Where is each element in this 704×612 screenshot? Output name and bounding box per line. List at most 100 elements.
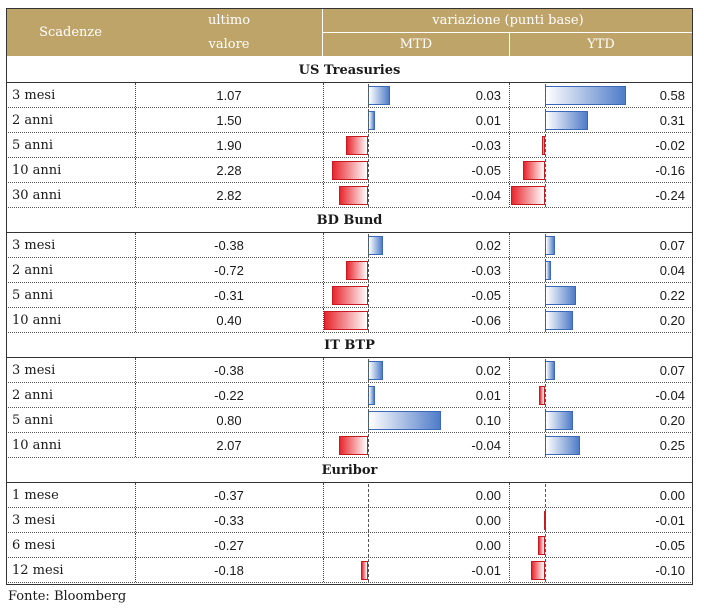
section-header: IT BTP [6, 333, 693, 358]
header-variazione: variazione (punti base) [323, 8, 693, 32]
mtd-value: 0.01 [475, 388, 501, 403]
mtd-value: 0.03 [475, 88, 501, 103]
mtd-value: 0.00 [475, 538, 501, 553]
ytd-value: 0.00 [659, 488, 685, 503]
ytd-value: -0.24 [655, 188, 685, 203]
ytd-value: 0.31 [659, 113, 685, 128]
table-row: 12 mesi -0.18 -0.01 -0.10 [6, 558, 693, 583]
mtd-bar [368, 236, 383, 255]
maturity-label: 10 anni [12, 163, 62, 178]
maturity-label: 3 mesi [12, 238, 56, 253]
last-value: -0.31 [214, 288, 244, 303]
last-value: 2.07 [216, 438, 242, 453]
ytd-bar [545, 311, 573, 330]
rates-table: Scadenze ultimo valore variazione (punti… [6, 8, 693, 585]
mtd-value: 0.00 [475, 513, 501, 528]
mtd-value: -0.04 [471, 438, 501, 453]
mtd-cell: -0.04 [323, 433, 509, 457]
maturity-label: 2 anni [12, 388, 54, 403]
mtd-bar [338, 186, 368, 205]
mtd-value: 0.00 [475, 488, 501, 503]
last-value: 1.50 [216, 113, 242, 128]
ytd-cell: -0.05 [509, 533, 693, 557]
header-mtd: MTD [323, 32, 509, 56]
header-ytd: YTD [509, 32, 693, 56]
ytd-value: -0.05 [655, 538, 685, 553]
maturity-label: 1 mese [12, 488, 59, 503]
mtd-cell: 0.01 [323, 383, 509, 407]
mtd-value: -0.05 [471, 288, 501, 303]
last-value: 1.07 [216, 88, 242, 103]
mtd-bar [368, 386, 376, 405]
table-row: 10 anni 0.40 -0.06 0.20 [6, 308, 693, 333]
ytd-cell: 0.07 [509, 358, 693, 382]
maturity-label: 6 mesi [12, 538, 56, 553]
mtd-bar [368, 111, 376, 130]
table-row: 5 anni 0.80 0.10 0.20 [6, 408, 693, 433]
ytd-value: 0.07 [659, 363, 685, 378]
mtd-value: -0.05 [471, 163, 501, 178]
source-note: Fonte: Bloomberg [8, 589, 127, 604]
ytd-bar [545, 236, 555, 255]
last-value: 2.82 [216, 188, 242, 203]
ytd-bar [545, 361, 555, 380]
mtd-cell: 0.02 [323, 233, 509, 257]
header-valore: valore [135, 32, 323, 56]
mtd-cell: -0.03 [323, 133, 509, 157]
header-scadenze: Scadenze [6, 8, 135, 56]
ytd-bar [545, 111, 589, 130]
ytd-value: -0.16 [655, 163, 685, 178]
table-row: 10 anni 2.28 -0.05 -0.16 [6, 158, 693, 183]
ytd-value: 0.20 [659, 413, 685, 428]
table-row: 5 anni -0.31 -0.05 0.22 [6, 283, 693, 308]
ytd-cell: 0.31 [509, 108, 693, 132]
mtd-value: -0.03 [471, 263, 501, 278]
last-value: -0.38 [214, 363, 244, 378]
section-header: BD Bund [6, 208, 693, 233]
mtd-bar [368, 411, 441, 430]
ytd-value: -0.10 [655, 563, 685, 578]
last-value: -0.38 [214, 238, 244, 253]
ytd-bar [539, 386, 545, 405]
ytd-cell: -0.16 [509, 158, 693, 182]
last-value: 2.28 [216, 163, 242, 178]
ytd-value: 0.58 [659, 88, 685, 103]
table-row: 2 anni -0.72 -0.03 0.04 [6, 258, 693, 283]
ytd-bar [522, 161, 545, 180]
last-value: -0.22 [214, 388, 244, 403]
maturity-label: 30 anni [12, 188, 62, 203]
ytd-value: -0.02 [655, 138, 685, 153]
table-row: 3 mesi -0.38 0.02 0.07 [6, 358, 693, 383]
mtd-value: -0.01 [471, 563, 501, 578]
mtd-cell: -0.03 [323, 258, 509, 282]
maturity-label: 12 mesi [12, 563, 64, 578]
maturity-label: 10 anni [12, 438, 62, 453]
ytd-value: 0.22 [659, 288, 685, 303]
mtd-bar [368, 86, 390, 105]
table-row: 2 anni -0.22 0.01 -0.04 [6, 383, 693, 408]
mtd-bar [346, 261, 368, 280]
ytd-bar [545, 411, 573, 430]
last-value: 0.80 [216, 413, 242, 428]
mtd-cell: 0.00 [323, 533, 509, 557]
table-row: 3 mesi -0.38 0.02 0.07 [6, 233, 693, 258]
ytd-bar [511, 186, 545, 205]
last-value: 1.90 [216, 138, 242, 153]
mtd-bar [324, 311, 368, 330]
mtd-cell: -0.01 [323, 558, 509, 582]
section-header: Euribor [6, 458, 693, 483]
mtd-cell: 0.01 [323, 108, 509, 132]
mtd-value: 0.01 [475, 113, 501, 128]
ytd-cell: 0.22 [509, 283, 693, 307]
mtd-bar [368, 361, 383, 380]
table-row: 30 anni 2.82 -0.04 -0.24 [6, 183, 693, 208]
maturity-label: 5 anni [12, 288, 54, 303]
mtd-bar [346, 136, 368, 155]
ytd-bar [538, 536, 545, 555]
section-header: US Treasuries [6, 58, 693, 83]
last-value: 0.40 [216, 313, 242, 328]
mtd-bar [331, 286, 368, 305]
ytd-bar [545, 436, 580, 455]
ytd-bar [545, 86, 627, 105]
ytd-bar [542, 136, 545, 155]
